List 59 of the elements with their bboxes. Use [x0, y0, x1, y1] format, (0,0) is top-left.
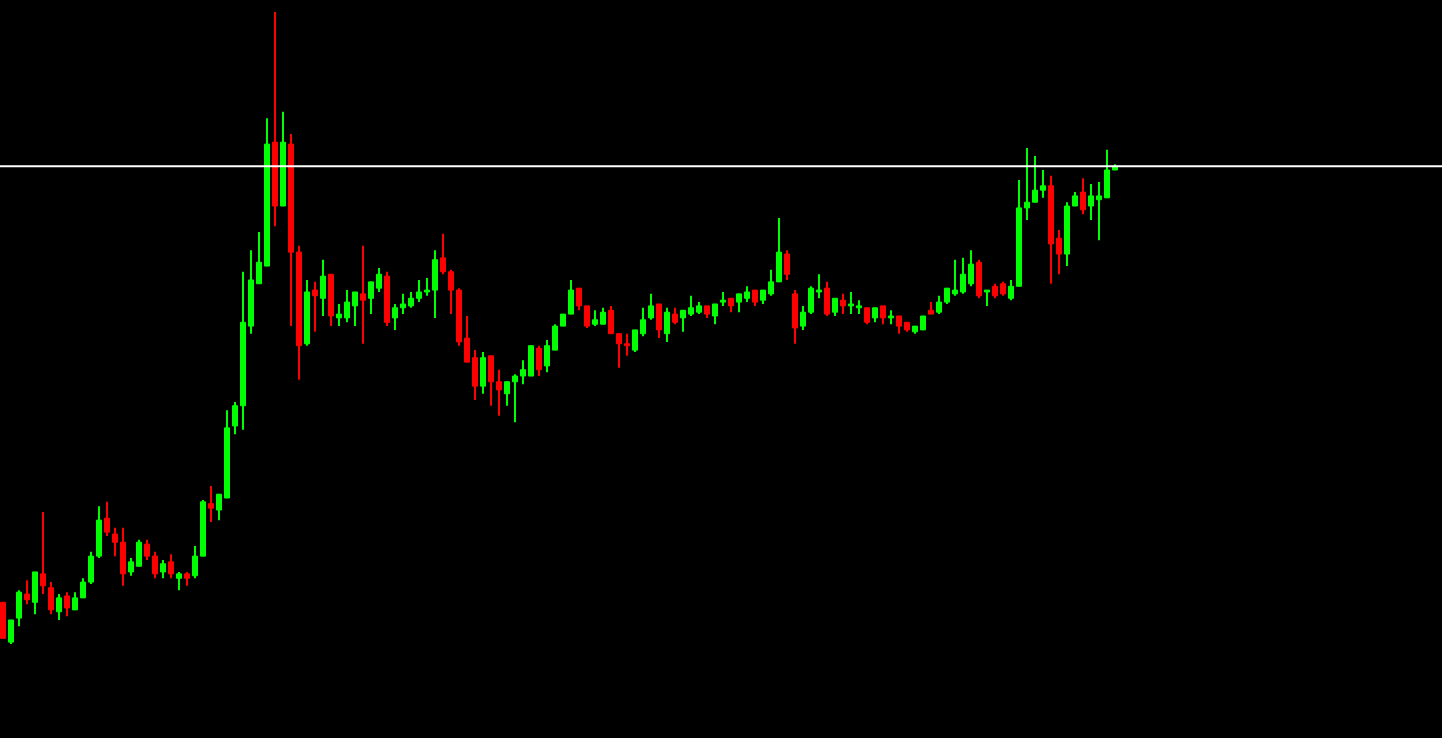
candlestick	[952, 258, 958, 297]
candlestick	[680, 309, 686, 333]
candlestick	[352, 290, 358, 328]
candlestick	[176, 570, 182, 592]
candlestick	[792, 289, 798, 345]
candlestick	[392, 302, 398, 331]
candlestick	[976, 258, 982, 300]
candlestick	[168, 553, 174, 580]
candlestick	[360, 244, 366, 345]
candlestick	[512, 373, 518, 424]
candlestick	[624, 332, 630, 357]
candlestick	[536, 344, 542, 378]
candlestick	[656, 302, 662, 340]
candlestick	[880, 304, 886, 326]
candlestick	[736, 292, 742, 314]
candlestick	[208, 485, 214, 524]
candlestick	[1088, 182, 1094, 221]
candlestick	[368, 280, 374, 316]
candlestick	[488, 354, 494, 407]
candlestick	[152, 550, 158, 580]
candlestick	[840, 292, 846, 316]
candlestick	[648, 292, 654, 321]
candlestick	[136, 538, 142, 568]
candlestick	[384, 270, 390, 328]
candlestick	[480, 351, 486, 395]
candlestick	[688, 294, 694, 317]
candlestick	[48, 581, 54, 616]
candlestick	[432, 249, 438, 319]
candlestick	[336, 302, 342, 328]
candlestick	[120, 526, 126, 587]
candlestick	[664, 306, 670, 343]
candlestick	[64, 591, 70, 618]
candlestick	[784, 249, 790, 281]
candlestick	[160, 558, 166, 580]
candlestick	[320, 258, 326, 317]
candlestick	[104, 500, 110, 537]
candlestick	[936, 294, 942, 316]
candlestick	[56, 593, 62, 621]
candlestick	[376, 266, 382, 293]
candlestick	[960, 256, 966, 295]
candlestick	[328, 273, 334, 328]
candlestick	[848, 290, 854, 316]
candlestick	[416, 278, 422, 304]
candlestick	[8, 618, 14, 645]
candlestick	[1080, 177, 1086, 216]
candlestick	[1040, 169, 1046, 199]
candlestick	[1032, 155, 1038, 204]
candlestick	[24, 579, 30, 606]
candlestick	[968, 249, 974, 288]
candlestick	[16, 589, 22, 628]
candlestick	[40, 510, 46, 596]
candlestick	[712, 302, 718, 326]
candlestick	[504, 380, 510, 407]
candlestick	[32, 570, 38, 616]
candlestick	[400, 292, 406, 316]
candlestick	[312, 280, 318, 333]
candlestick	[344, 289, 350, 324]
candlestick	[824, 280, 830, 317]
candlestick	[1104, 148, 1110, 199]
